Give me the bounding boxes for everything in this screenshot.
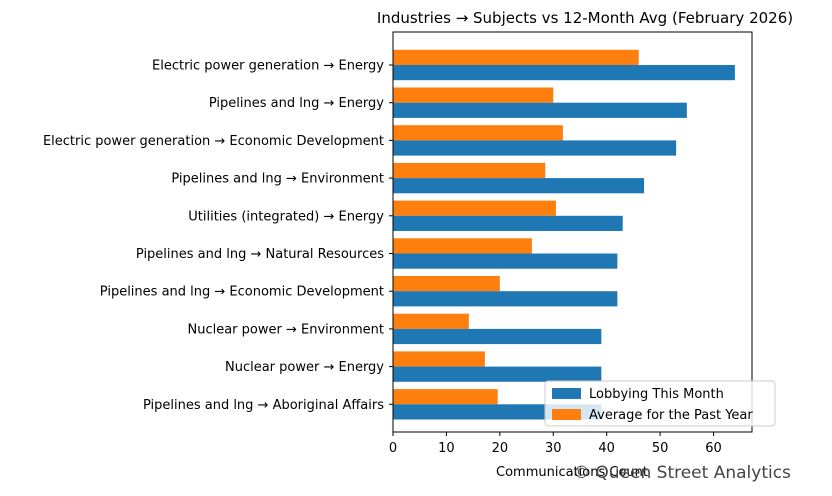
bar-average-0 (393, 49, 639, 65)
plot-frame (392, 31, 753, 433)
bar-lobbying-4 (393, 215, 623, 231)
x-tick-label-2: 20 (492, 441, 509, 456)
y-tick-label-2: Electric power generation → Economic Dev… (43, 134, 384, 149)
y-tick-label-6: Pipelines and lng → Economic Development (100, 285, 384, 300)
bar-average-5 (393, 238, 532, 254)
bar-average-9 (393, 389, 498, 405)
y-tick-label-7: Nuclear power → Environment (187, 322, 384, 337)
watermark: © Queen Street Analytics (573, 463, 791, 483)
y-axis-ticks: Electric power generation → Energy Pipeli… (43, 59, 393, 413)
x-tick-label-1: 10 (438, 441, 455, 456)
bar-lobbying-7 (393, 328, 602, 345)
bar-average-1 (393, 87, 554, 103)
bar-average-2 (393, 125, 563, 141)
y-tick-label-4: Utilities (integrated) → Energy (188, 209, 384, 224)
bar-lobbying-8 (393, 366, 602, 382)
bar-lobbying-1 (393, 102, 687, 118)
y-tick-label-3: Pipelines and lng → Environment (171, 172, 384, 187)
bar-lobbying-3 (393, 178, 645, 194)
y-tick-label-0: Electric power generation → Energy (152, 59, 384, 74)
y-tick-label-8: Nuclear power → Energy (225, 360, 384, 375)
bar-average-6 (393, 276, 500, 292)
x-tick-label-3: 30 (545, 441, 562, 456)
bar-average-4 (393, 200, 556, 216)
x-axis-label: Communications Count (496, 465, 648, 480)
x-tick-label-5: 50 (652, 441, 669, 456)
legend-swatch-average (552, 409, 581, 420)
bar-lobbying-5 (393, 253, 618, 269)
bar-lobbying-0 (393, 65, 735, 81)
legend-label-average: Average for the Past Year (589, 408, 753, 423)
bar-average-8 (393, 351, 485, 367)
x-tick-label-0: 0 (389, 441, 397, 456)
legend-swatch-lobbying (552, 388, 581, 399)
y-tick-label-5: Pipelines and lng → Natural Resources (136, 247, 384, 262)
bar-lobbying-2 (393, 140, 677, 156)
legend-box (544, 380, 776, 427)
bars (393, 49, 735, 420)
y-tick-label-1: Pipelines and lng → Energy (209, 96, 384, 111)
x-tick-label-6: 60 (705, 441, 722, 456)
x-axis-ticks: 0 10 20 30 40 50 60 (389, 432, 722, 456)
legend: Lobbying This Month Average for the Past… (544, 380, 776, 427)
legend-label-lobbying: Lobbying This Month (589, 387, 724, 402)
bar-average-3 (393, 162, 546, 179)
chart-title: Industries → Subjects vs 12-Month Avg (F… (377, 9, 793, 27)
y-tick-label-9: Pipelines and lng → Aboriginal Affairs (143, 398, 384, 413)
bar-lobbying-6 (393, 291, 618, 307)
x-tick-label-4: 40 (598, 441, 615, 456)
bar-average-7 (393, 313, 469, 329)
